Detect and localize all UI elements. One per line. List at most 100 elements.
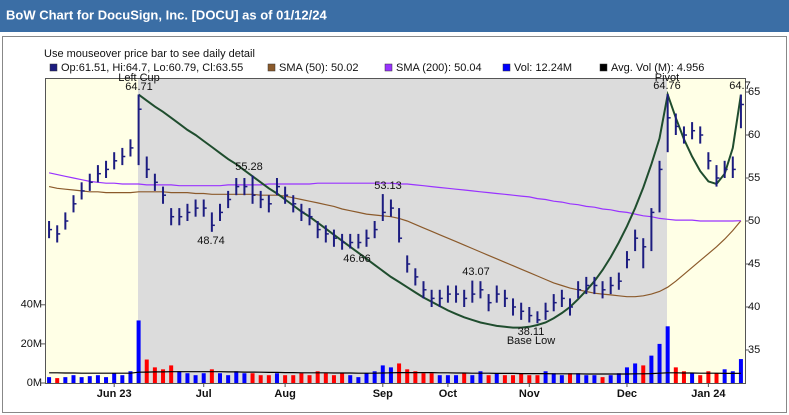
volume-bar [445, 375, 450, 383]
volume-bar [340, 373, 345, 383]
volume-bar [201, 373, 206, 383]
shade-cup [138, 78, 667, 383]
y-tick-label: 55 [748, 172, 760, 184]
volume-bar [104, 377, 109, 383]
volume-bar [266, 375, 271, 383]
volume-bar [511, 375, 516, 383]
volume-bar [177, 371, 182, 383]
x-tick-label: Dec [617, 388, 637, 400]
legend-label: Avg. Vol (M): 4.956 [611, 62, 704, 74]
volume-bar [87, 376, 92, 383]
panel-border [2, 36, 787, 413]
legend-label: SMA (200): 50.04 [396, 62, 482, 74]
legend-swatch [49, 63, 58, 72]
volume-bar [380, 365, 385, 383]
shade-pre [45, 78, 138, 383]
volume-bar [470, 375, 475, 383]
legend-swatch [502, 63, 511, 72]
volume-bar [494, 373, 499, 383]
annotation: 53.13 [374, 180, 402, 192]
volume-bar [462, 373, 467, 383]
volume-bar [55, 378, 60, 383]
volume-bar [421, 373, 426, 383]
volume-bar [592, 375, 597, 383]
volume-bar [388, 367, 393, 383]
volume-bar [128, 371, 133, 383]
volume-bar [730, 371, 735, 383]
y-tick-label: 35 [748, 344, 760, 356]
volume-bar [307, 375, 312, 383]
annotation: 38.11 [518, 326, 545, 338]
volume-bar [234, 371, 239, 383]
volume-bar [47, 377, 52, 383]
volume-bar [706, 371, 711, 383]
volume-bar [112, 373, 117, 383]
legend-swatch [599, 63, 608, 72]
x-tick-label: Oct [439, 388, 458, 400]
volume-bar [193, 375, 198, 383]
volume-bar [364, 373, 369, 383]
legend-label: Vol: 12.24M [514, 62, 572, 74]
volume-bar [429, 373, 434, 383]
y2-tick-label: 20M [21, 338, 42, 350]
volume-bar [690, 373, 695, 383]
annotation: 48.74 [197, 235, 225, 247]
volume-bar [584, 375, 589, 383]
line [48, 172, 741, 222]
x-tick-label: Jan 24 [691, 388, 726, 400]
volume-bar [209, 369, 214, 383]
annotation: 64.76 [653, 80, 681, 92]
volume-bar [291, 375, 296, 383]
volume-bar [738, 359, 743, 383]
volume-bar [665, 326, 670, 383]
volume-bar [144, 359, 149, 383]
volume-bar [152, 367, 157, 383]
line [48, 186, 742, 298]
volume-bar [405, 369, 410, 383]
y2-tick-label: 0M [27, 377, 42, 389]
y-tick-label: 65 [748, 86, 760, 98]
volume-bar [372, 371, 377, 383]
x-tick-label: Jul [196, 388, 212, 400]
x-tick-label: Aug [274, 388, 295, 400]
x-tick-label: Nov [519, 388, 541, 400]
volume-bar [657, 343, 662, 383]
volume-bar [120, 375, 125, 383]
volume-bar [79, 377, 84, 383]
volume-bar [681, 371, 686, 383]
volume-bar [250, 373, 255, 383]
volume-bar [63, 377, 68, 383]
volume-bar [624, 367, 629, 383]
volume-bar [136, 320, 141, 383]
volume-bar [397, 363, 402, 383]
volume-bar [527, 375, 532, 383]
annotation: 43.07 [462, 266, 490, 278]
volume-bar [551, 373, 556, 383]
volume-bar [283, 375, 288, 383]
volume-bar [454, 375, 459, 383]
volume-bar [519, 373, 524, 383]
x-tick-label: Sep [373, 388, 393, 400]
volume-bar [242, 373, 247, 383]
volume-bar [331, 375, 336, 383]
y-tick-label: 45 [748, 258, 760, 270]
volume-bar [649, 355, 654, 383]
plot-border [45, 78, 746, 384]
annotation: 55.28 [235, 161, 263, 173]
y-tick-label: 50 [748, 215, 760, 227]
volume-bar [299, 373, 304, 383]
annotation: 64.7 [729, 80, 750, 92]
volume-bar [608, 375, 613, 383]
volume-bar [543, 371, 548, 383]
y2-tick-label: 40M [21, 299, 42, 311]
volume-bar [348, 375, 353, 383]
volume-bar [698, 375, 703, 383]
volume-bar [218, 373, 222, 383]
volume-bar [315, 371, 320, 383]
volume-bar [559, 375, 564, 383]
legend-label: SMA (50): 50.02 [279, 62, 359, 74]
y-tick-label: 60 [748, 129, 760, 141]
volume-bar [356, 377, 361, 383]
annotation: 64.71 [125, 81, 153, 93]
